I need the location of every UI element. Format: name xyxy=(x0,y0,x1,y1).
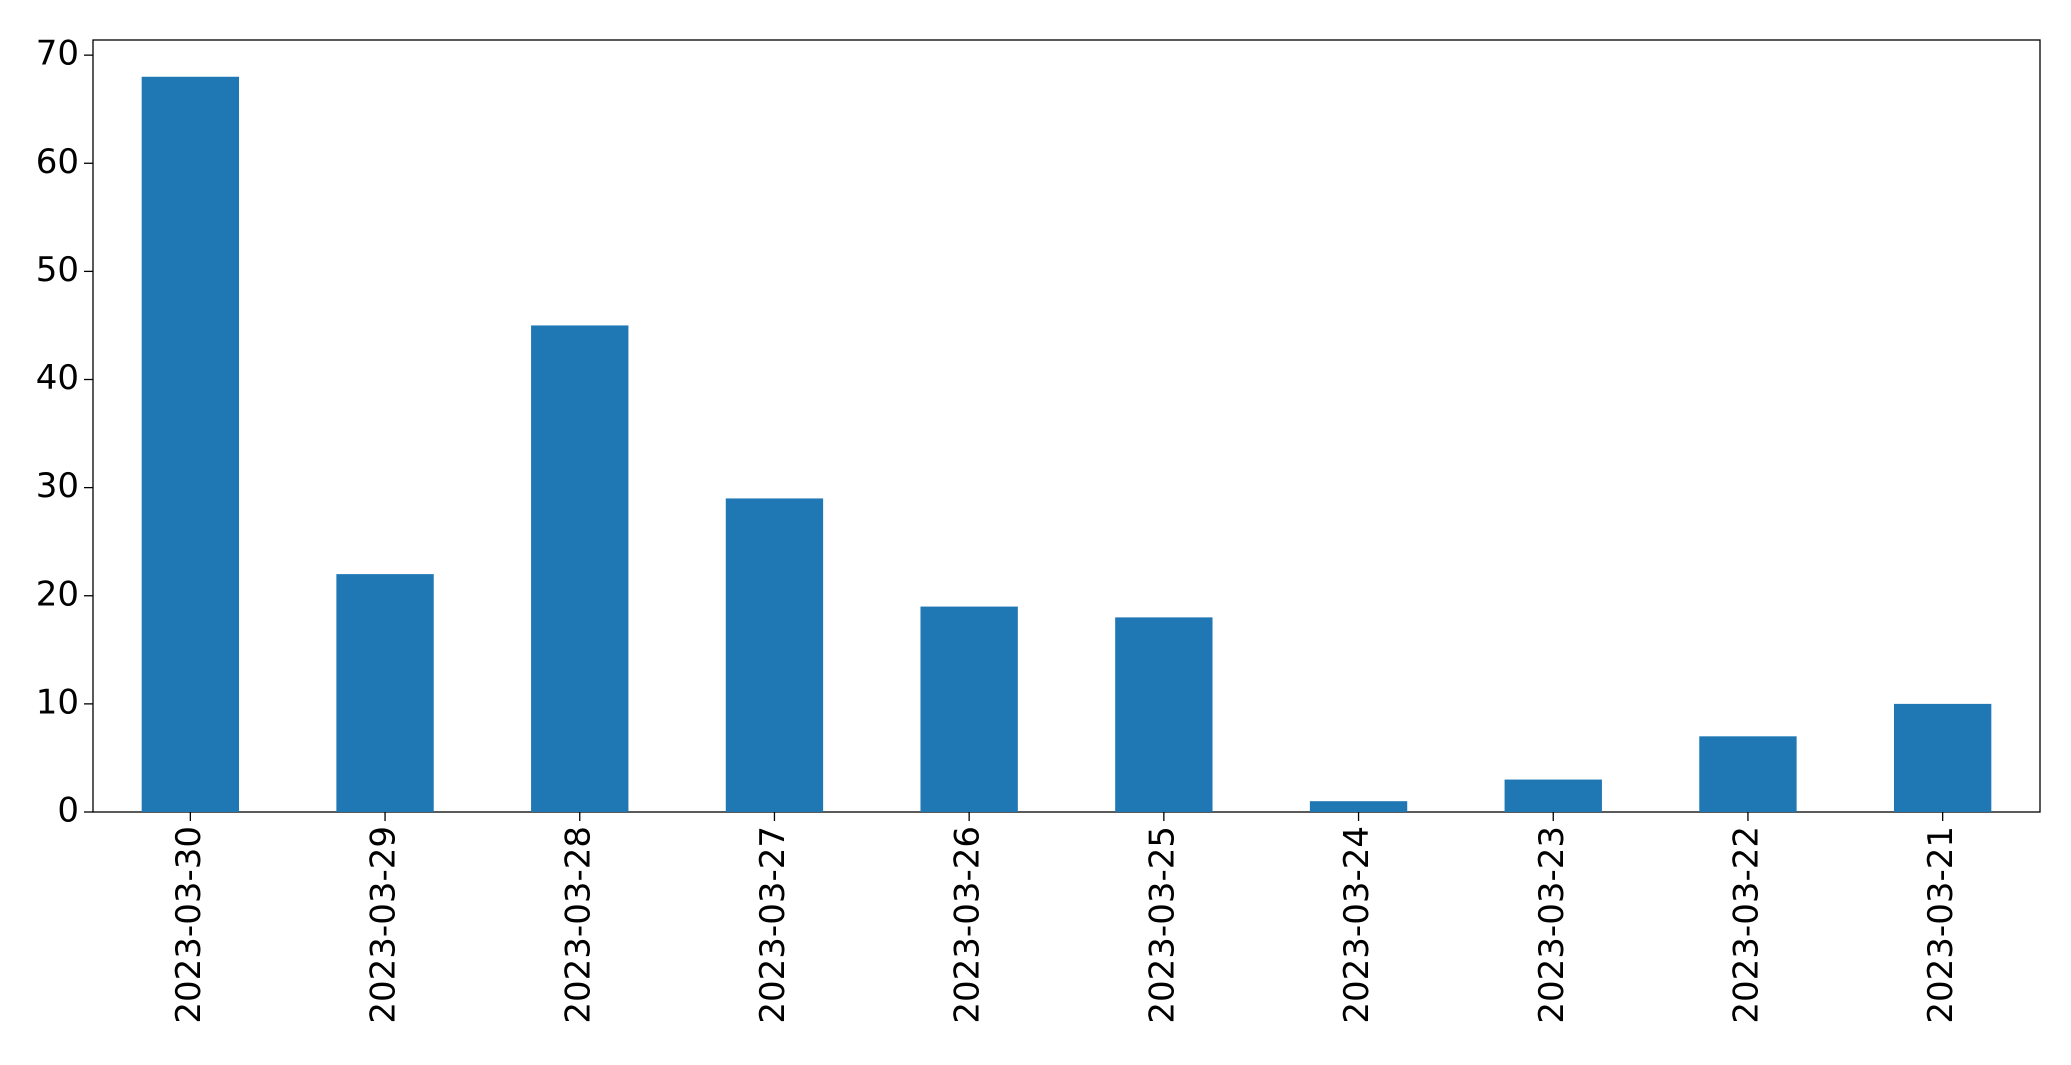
x-tick-label: 2023-03-29 xyxy=(364,826,404,1024)
x-tick-label: 2023-03-25 xyxy=(1142,826,1182,1024)
bar xyxy=(1309,801,1408,812)
bar xyxy=(1504,779,1602,812)
y-tick-label: 60 xyxy=(36,142,79,182)
x-tick-label: 2023-03-23 xyxy=(1532,826,1572,1024)
bar xyxy=(336,574,434,812)
y-tick-label: 40 xyxy=(36,358,79,398)
y-tick-label: 70 xyxy=(36,34,79,74)
bar xyxy=(725,498,824,812)
x-tick-label: 2023-03-30 xyxy=(169,826,209,1024)
y-tick-label: 20 xyxy=(36,574,79,614)
bar xyxy=(920,606,1018,812)
x-tick-label: 2023-03-26 xyxy=(948,826,988,1024)
y-tick-label: 0 xyxy=(57,791,79,831)
bar xyxy=(1115,617,1213,812)
x-tick-label: 2023-03-28 xyxy=(558,826,598,1024)
y-tick-label: 10 xyxy=(36,682,79,722)
bar xyxy=(531,325,629,812)
bar xyxy=(141,76,240,812)
x-tick-label: 2023-03-22 xyxy=(1726,826,1766,1024)
x-tick-label: 2023-03-21 xyxy=(1921,826,1961,1024)
x-tick-label: 2023-03-24 xyxy=(1337,826,1377,1024)
bar xyxy=(1699,736,1797,812)
y-tick-label: 30 xyxy=(36,466,79,506)
plot-frame xyxy=(92,39,2041,813)
x-tick-label: 2023-03-27 xyxy=(753,826,793,1024)
bar xyxy=(1893,703,1992,812)
y-tick-label: 50 xyxy=(36,250,79,290)
